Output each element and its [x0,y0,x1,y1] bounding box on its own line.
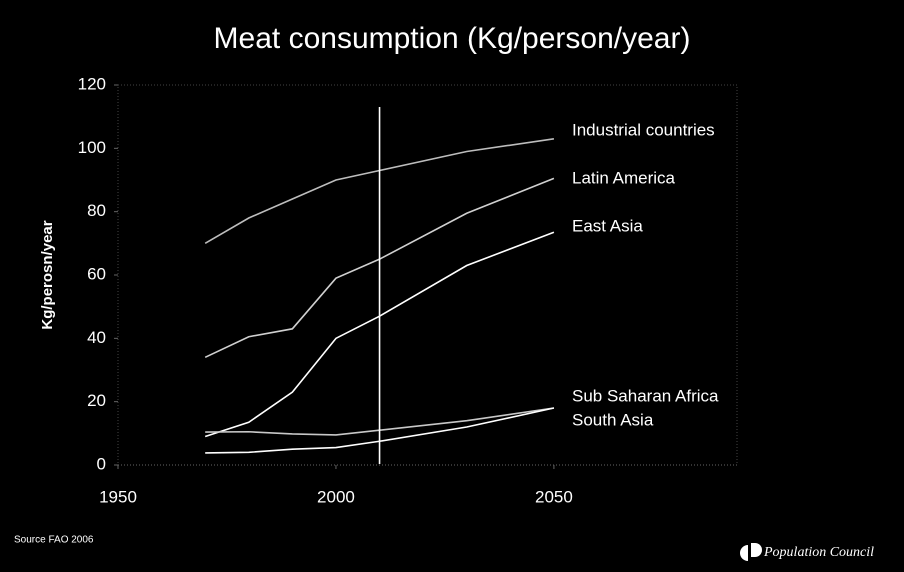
y-tick-label: 20 [87,391,106,410]
x-tick-label: 2050 [535,487,573,506]
series-line [204,138,555,245]
x-tick-label: 2000 [317,487,355,506]
brand-name: Population Council [763,545,874,560]
series-label: Industrial countries [572,120,715,139]
series-line [205,407,555,436]
logo-icon [740,545,748,561]
series-label: Sub Saharan Africa [572,386,719,405]
chart-title: Meat consumption (Kg/person/year) [214,22,691,55]
series-label: East Asia [572,216,643,235]
series-line [204,177,555,359]
y-tick-label: 80 [87,201,106,220]
x-tick-label: 1950 [99,487,137,506]
logo: Population Council [740,543,874,561]
series-label: South Asia [572,410,654,429]
plot-frame [117,84,738,466]
logo-icon [751,543,762,557]
y-tick-label: 40 [87,328,106,347]
y-tick-label: 100 [78,138,106,157]
y-tick-label: 120 [78,74,106,93]
series-line [205,407,555,454]
y-axis-label: Kg/perosn/year [39,220,56,329]
y-tick-label: 60 [87,264,106,283]
y-tick-label: 0 [97,454,106,473]
series-line [204,231,555,438]
source-note: Source FAO 2006 [14,535,94,546]
series-label: Latin America [572,168,676,187]
